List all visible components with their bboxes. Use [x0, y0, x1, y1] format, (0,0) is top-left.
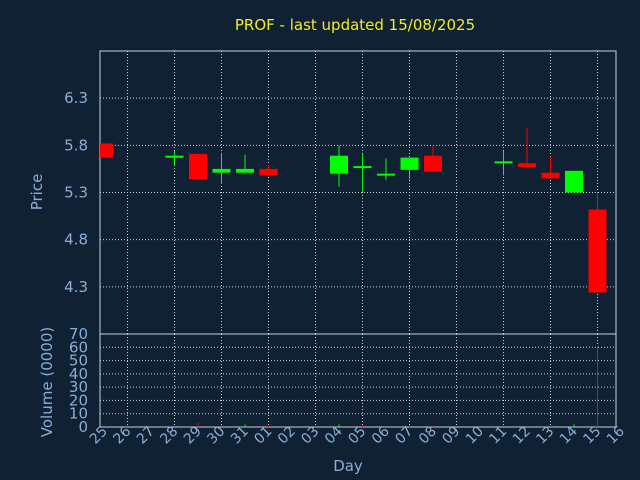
candle-25: [100, 143, 113, 158]
candle-body: [353, 166, 372, 169]
price-tick-label: 4.8: [64, 231, 88, 249]
volume-axis-label: Volume (0000): [38, 327, 56, 437]
x-tick-labels: 25 26 27 28 29 30 31 01 02 03 04 05 06 07 08 09 10 11 12 13…: [87, 423, 628, 447]
volume-tick-label: 10: [69, 405, 88, 423]
candle-body: [212, 168, 231, 173]
price-tick-label: 5.3: [64, 184, 88, 202]
price-tick-label: 4.3: [64, 278, 88, 296]
candle-15: [588, 192, 607, 293]
candle-31: [236, 154, 254, 173]
price-y-ticks: 6.3 5.8 5.3 4.8 4.3: [64, 89, 88, 296]
candle-05: [353, 153, 372, 193]
volume-tick-label: 40: [69, 365, 88, 383]
candle-13: [541, 156, 560, 179]
candle-28: [165, 150, 184, 166]
candle-body: [165, 155, 184, 158]
candle-12: [518, 128, 536, 168]
candle-body: [518, 163, 536, 168]
price-axis-label: Price: [28, 174, 46, 211]
candle-06: [377, 158, 395, 181]
candle-30: [212, 152, 231, 185]
volume-tick-label: 60: [69, 338, 88, 356]
volume-plot-frame: [99, 333, 617, 428]
candle-01: [259, 165, 278, 176]
candle-07: [400, 157, 419, 180]
candle-body: [541, 172, 560, 179]
candle-29: [189, 153, 207, 180]
candle-body: [330, 155, 348, 174]
volume-tick-label: 20: [69, 391, 88, 409]
volume-bars: [197, 345, 598, 427]
candle-14: [565, 170, 583, 193]
chart-title: PROF - last updated 15/08/2025: [235, 16, 475, 34]
candle-11: [494, 150, 513, 176]
candle-body: [259, 168, 278, 176]
volume-tick-label: 70: [69, 325, 88, 343]
price-tick-label: 6.3: [64, 89, 88, 107]
candle-body: [377, 173, 395, 176]
volume-tick-label: 50: [69, 352, 88, 370]
candle-body: [565, 170, 583, 193]
candle-08: [424, 145, 442, 172]
volume-tick-label: 0: [78, 418, 88, 436]
candle-body: [494, 161, 513, 164]
candle-04: [330, 145, 348, 187]
candle-body: [236, 168, 254, 173]
volume-grid: [100, 334, 616, 427]
candle-body: [588, 209, 607, 293]
price-tick-label: 5.8: [64, 136, 88, 154]
candle-body: [400, 157, 419, 170]
price-grid: [100, 51, 616, 334]
candles: [100, 128, 607, 293]
candle-body: [189, 153, 207, 180]
candle-body: [100, 143, 113, 158]
volume-tick-label: 30: [69, 378, 88, 396]
x-axis-label: Day: [333, 457, 363, 475]
candle-body: [424, 155, 442, 172]
